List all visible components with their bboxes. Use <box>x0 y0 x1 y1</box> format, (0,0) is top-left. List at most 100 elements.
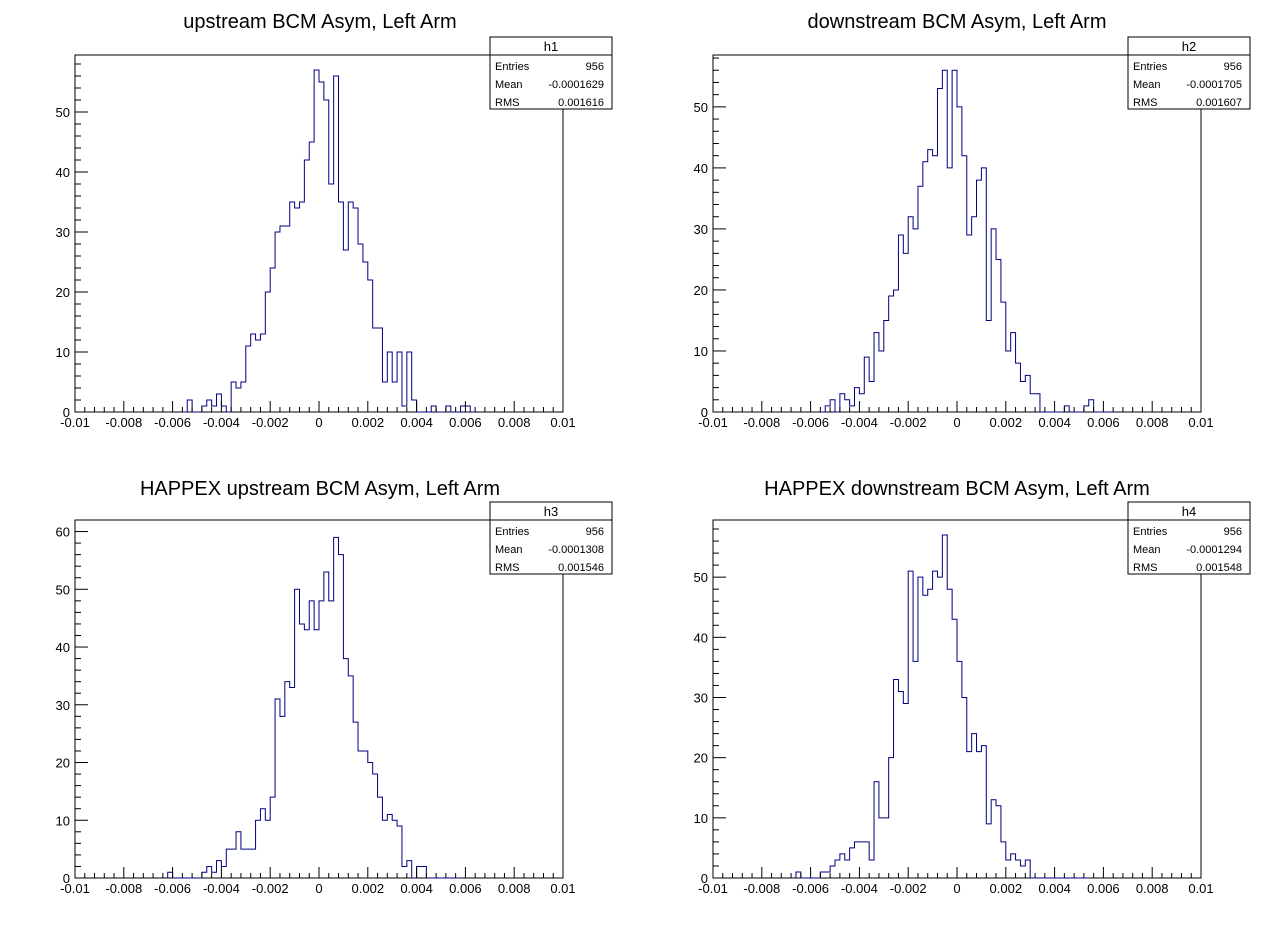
stats-label: RMS <box>495 97 519 109</box>
y-axis: 0 10 20 30 40 50 60 <box>56 519 88 886</box>
stats-value: 0.001607 <box>1196 97 1242 109</box>
stats-box-frame <box>1127 501 1251 575</box>
x-tick-label: 0.002 <box>990 415 1023 430</box>
y-tick-label: 60 <box>56 525 70 540</box>
y-axis: 0 10 20 30 40 50 <box>694 57 726 420</box>
y-tick-label: 0 <box>701 405 708 420</box>
x-tick-label: 0.006 <box>449 881 482 896</box>
stats-label: Mean <box>495 79 523 91</box>
y-tick-label: 30 <box>694 690 708 705</box>
y-tick-label: 10 <box>56 345 70 360</box>
x-tick-label: 0.004 <box>400 415 433 430</box>
x-tick-label: -0.01 <box>698 881 728 896</box>
y-tick-label: 20 <box>694 751 708 766</box>
x-tick-label: 0.01 <box>550 881 575 896</box>
stats-value: 0.001616 <box>558 97 604 109</box>
x-tick-label: -0.006 <box>792 415 829 430</box>
y-tick-label: 40 <box>694 630 708 645</box>
stats-value: -0.0001705 <box>1186 79 1242 91</box>
y-tick-label: 0 <box>63 405 70 420</box>
panel-h2: downstream BCM Asym, Left Arm -0.01 -0.008… <box>694 11 1251 430</box>
x-tick-label: -0.006 <box>154 881 191 896</box>
y-tick-label: 50 <box>694 100 708 115</box>
stats-box: h4 Entries 956 Mean -0.0001294 RMS 0.001548 <box>1127 501 1251 575</box>
stats-label: Entries <box>495 526 530 538</box>
y-tick-label: 10 <box>56 813 70 828</box>
histogram-line <box>167 536 461 879</box>
y-tick-label: 40 <box>56 165 70 180</box>
stats-label: Entries <box>1133 526 1168 538</box>
stats-value: -0.0001294 <box>1186 544 1242 556</box>
stats-box-frame <box>1127 36 1251 110</box>
x-tick-label: -0.01 <box>60 881 90 896</box>
x-tick-label: 0.004 <box>1038 415 1071 430</box>
stats-label: Mean <box>1133 79 1161 91</box>
x-tick-label: -0.008 <box>743 881 780 896</box>
panel-h1: upstream BCM Asym, Left Arm -0.01 -0.008 -0… <box>56 11 613 430</box>
histogram-line <box>820 69 1114 413</box>
stats-value: 956 <box>1224 526 1242 538</box>
histogram-line <box>182 69 476 413</box>
y-tick-label: 40 <box>56 640 70 655</box>
x-tick-label: 0.008 <box>1136 881 1169 896</box>
y-tick-label: 0 <box>63 871 70 886</box>
x-tick-label: -0.002 <box>252 415 289 430</box>
x-tick-label: 0.008 <box>498 881 531 896</box>
chart-title: downstream BCM Asym, Left Arm <box>808 11 1107 33</box>
stats-label: RMS <box>495 562 519 574</box>
stats-label: RMS <box>1133 97 1157 109</box>
x-tick-label: -0.01 <box>60 415 90 430</box>
x-tick-label: -0.006 <box>792 881 829 896</box>
x-tick-label: 0.008 <box>498 415 531 430</box>
x-axis: -0.01 -0.008 -0.006 -0.004 -0.002 0 0.002 0.004… <box>60 401 576 430</box>
stats-title: h3 <box>544 504 558 519</box>
y-tick-label: 10 <box>694 811 708 826</box>
stats-value: -0.0001629 <box>548 79 604 91</box>
x-tick-label: 0.004 <box>400 881 433 896</box>
x-axis: -0.01 -0.008 -0.006 -0.004 -0.002 0 0.002 0.004… <box>698 867 1214 896</box>
x-tick-label: -0.008 <box>105 415 142 430</box>
x-tick-label: 0.004 <box>1038 881 1071 896</box>
chart-title: upstream BCM Asym, Left Arm <box>183 11 456 33</box>
y-tick-label: 50 <box>56 582 70 597</box>
x-tick-label: -0.002 <box>890 881 927 896</box>
stats-value: -0.0001308 <box>548 544 604 556</box>
stats-title: h4 <box>1182 504 1196 519</box>
stats-label: Entries <box>1133 61 1168 73</box>
y-axis: 0 10 20 30 40 50 <box>56 63 88 420</box>
histogram-line <box>795 534 1089 879</box>
y-tick-label: 30 <box>694 222 708 237</box>
stats-value: 956 <box>586 526 604 538</box>
y-tick-label: 50 <box>56 105 70 120</box>
y-tick-label: 20 <box>694 283 708 298</box>
stats-value: 0.001546 <box>558 562 604 574</box>
x-tick-label: 0.01 <box>1188 415 1213 430</box>
stats-box: h1 Entries 956 Mean -0.0001629 RMS 0.001616 <box>489 36 613 110</box>
y-tick-label: 30 <box>56 225 70 240</box>
x-tick-label: 0.01 <box>1188 881 1213 896</box>
stats-box-frame <box>489 501 613 575</box>
x-tick-label: -0.004 <box>841 881 878 896</box>
stats-label: Mean <box>495 544 523 556</box>
x-tick-label: 0 <box>315 881 322 896</box>
x-tick-label: -0.002 <box>890 415 927 430</box>
x-tick-label: 0.002 <box>352 881 385 896</box>
panel-h3: HAPPEX upstream BCM Asym, Left Arm-0.01-… <box>56 478 613 896</box>
y-tick-label: 20 <box>56 285 70 300</box>
x-tick-label: -0.008 <box>743 415 780 430</box>
x-tick-label: -0.006 <box>154 415 191 430</box>
x-tick-label: 0.006 <box>1087 415 1120 430</box>
stats-title: h2 <box>1182 39 1196 54</box>
x-tick-label: -0.002 <box>252 881 289 896</box>
y-tick-label: 50 <box>694 570 708 585</box>
x-axis: -0.01 -0.008 -0.006 -0.004 -0.002 0 0.002 0.004… <box>60 867 576 896</box>
x-tick-label: 0 <box>315 415 322 430</box>
x-tick-label: 0.006 <box>449 415 482 430</box>
x-axis: -0.01 -0.008 -0.006 -0.004 -0.002 0 0.002 0.004… <box>698 401 1214 430</box>
stats-box-frame <box>489 36 613 110</box>
panel-h4: HAPPEX downstream BCM Asym, Left Arm -0.0… <box>694 478 1251 896</box>
stats-value: 0.001548 <box>1196 562 1242 574</box>
stats-title: h1 <box>544 39 558 54</box>
stats-box: h3 Entries 956 Mean -0.0001308 RMS 0.001546 <box>489 501 613 575</box>
